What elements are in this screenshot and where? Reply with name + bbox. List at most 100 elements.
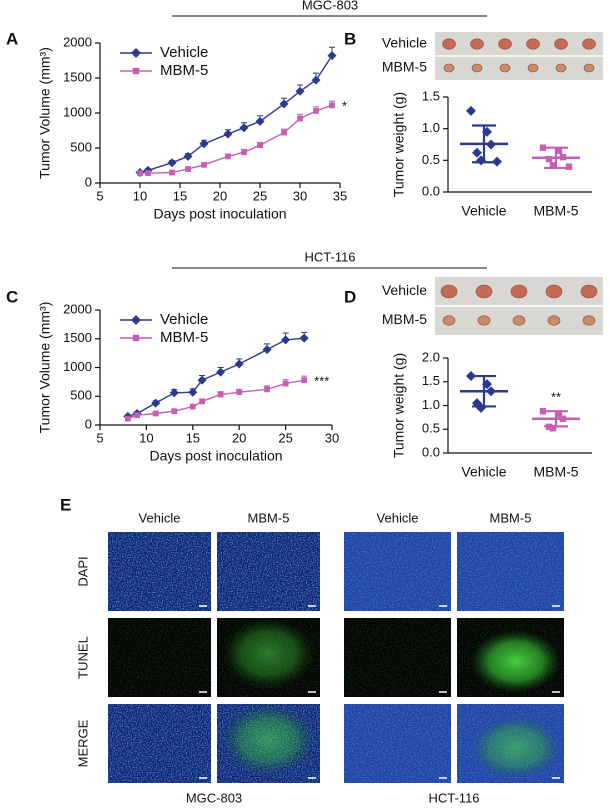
x-tick-label: 25 xyxy=(278,430,292,445)
row-label: DAPI xyxy=(75,556,90,586)
marker xyxy=(217,391,224,398)
panel-label: C xyxy=(6,287,18,306)
x-axis-label: Days post inoculation xyxy=(153,206,286,222)
marker xyxy=(183,151,193,161)
marker xyxy=(559,415,567,422)
apoptosis-signal xyxy=(470,629,561,694)
tumor xyxy=(443,63,455,73)
marker xyxy=(257,142,263,149)
nuclei-stain xyxy=(344,532,451,611)
x-tick-label: MBM-5 xyxy=(533,203,578,219)
cell-line-header: MGC-803 xyxy=(302,0,358,12)
y-tick-label: 1000 xyxy=(63,104,92,119)
marker xyxy=(124,415,131,422)
x-tick-label: 5 xyxy=(96,430,103,445)
x-tick-label: 30 xyxy=(293,188,307,203)
column-label: MBM-5 xyxy=(248,510,290,525)
significance: *** xyxy=(314,374,329,389)
marker xyxy=(132,67,140,75)
tumor xyxy=(547,315,561,326)
tumor xyxy=(580,284,598,299)
marker xyxy=(313,108,319,114)
nuclei-stain xyxy=(108,704,211,783)
tumor xyxy=(583,63,595,73)
marker xyxy=(281,129,287,136)
marker xyxy=(545,155,553,163)
y-tick-label: 0 xyxy=(85,416,92,431)
row-label: MERGE xyxy=(75,719,90,767)
marker xyxy=(545,423,553,431)
column-label: Vehicle xyxy=(139,510,181,525)
marker xyxy=(565,163,573,170)
marker xyxy=(171,408,178,415)
marker xyxy=(185,166,191,172)
marker xyxy=(264,386,270,393)
photo-row-label: MBM-5 xyxy=(382,311,427,327)
x-tick-label: 35 xyxy=(333,188,347,203)
tumor xyxy=(442,315,456,326)
x-tick-label: 20 xyxy=(232,430,246,445)
marker xyxy=(559,153,567,161)
x-tick-label: 15 xyxy=(173,188,187,203)
marker xyxy=(216,367,226,377)
marker xyxy=(482,126,492,137)
marker xyxy=(137,170,143,177)
marker xyxy=(197,375,207,385)
panel-label: D xyxy=(344,287,356,306)
tumor xyxy=(582,315,596,326)
tumor xyxy=(545,284,563,299)
y-tick-label: 1.0 xyxy=(422,397,440,412)
tumor xyxy=(526,38,540,50)
y-tick-label: 500 xyxy=(70,139,92,154)
nuclei-stain xyxy=(108,532,211,611)
marker xyxy=(299,333,309,343)
x-tick-label: Vehicle xyxy=(461,464,506,480)
y-tick-label: 2000 xyxy=(63,301,92,316)
tunel-background xyxy=(108,618,211,697)
marker xyxy=(255,116,265,126)
tunel-background xyxy=(344,618,451,697)
marker xyxy=(297,115,303,122)
marker xyxy=(476,402,486,413)
marker xyxy=(199,398,205,405)
marker xyxy=(281,335,291,345)
marker xyxy=(151,398,161,408)
y-tick-label: 0.5 xyxy=(422,421,440,436)
photo-row-label: Vehicle xyxy=(382,35,427,51)
y-tick-label: 0 xyxy=(85,174,92,189)
nuclei-stain xyxy=(344,704,451,783)
marker xyxy=(167,158,177,168)
y-tick-label: 2.0 xyxy=(422,349,440,364)
y-tick-label: 0.0 xyxy=(422,183,440,198)
column-label: MBM-5 xyxy=(490,510,532,525)
tumor xyxy=(477,315,491,326)
nuclei-stain xyxy=(457,532,564,611)
tumor xyxy=(471,63,483,73)
apoptosis-signal xyxy=(470,715,561,780)
tumor xyxy=(582,38,596,50)
marker xyxy=(201,161,207,168)
group-label: HCT-116 xyxy=(428,790,479,805)
x-tick-label: 30 xyxy=(325,430,339,445)
marker xyxy=(311,75,321,85)
apoptosis-signal xyxy=(222,704,315,776)
marker xyxy=(189,403,196,410)
marker xyxy=(549,425,557,432)
legend-label: MBM-5 xyxy=(160,329,208,346)
x-tick-label: 5 xyxy=(96,188,103,203)
y-tick-label: 1.5 xyxy=(422,88,440,103)
y-tick-label: 1.0 xyxy=(422,120,440,135)
marker xyxy=(539,144,547,151)
row-label: TUNEL xyxy=(75,636,90,679)
tumor xyxy=(555,63,567,73)
significance: * xyxy=(342,99,347,114)
marker xyxy=(295,86,305,96)
nuclei-stain xyxy=(217,532,320,611)
marker xyxy=(466,371,476,382)
tumor xyxy=(470,38,484,50)
marker xyxy=(555,147,563,155)
x-tick-label: 10 xyxy=(133,188,147,203)
x-tick-label: Vehicle xyxy=(461,203,506,219)
panel-label: E xyxy=(60,495,71,514)
tumor xyxy=(475,284,493,299)
